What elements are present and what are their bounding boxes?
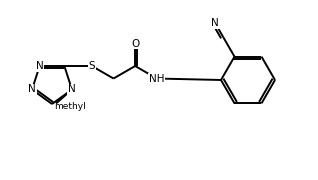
Text: N: N	[68, 84, 76, 95]
Text: O: O	[131, 39, 139, 49]
Text: methyl: methyl	[54, 102, 86, 111]
Text: NH: NH	[149, 73, 164, 84]
Text: N: N	[211, 19, 219, 28]
Text: N: N	[36, 61, 44, 71]
Text: N: N	[28, 84, 36, 95]
Text: S: S	[88, 61, 95, 71]
